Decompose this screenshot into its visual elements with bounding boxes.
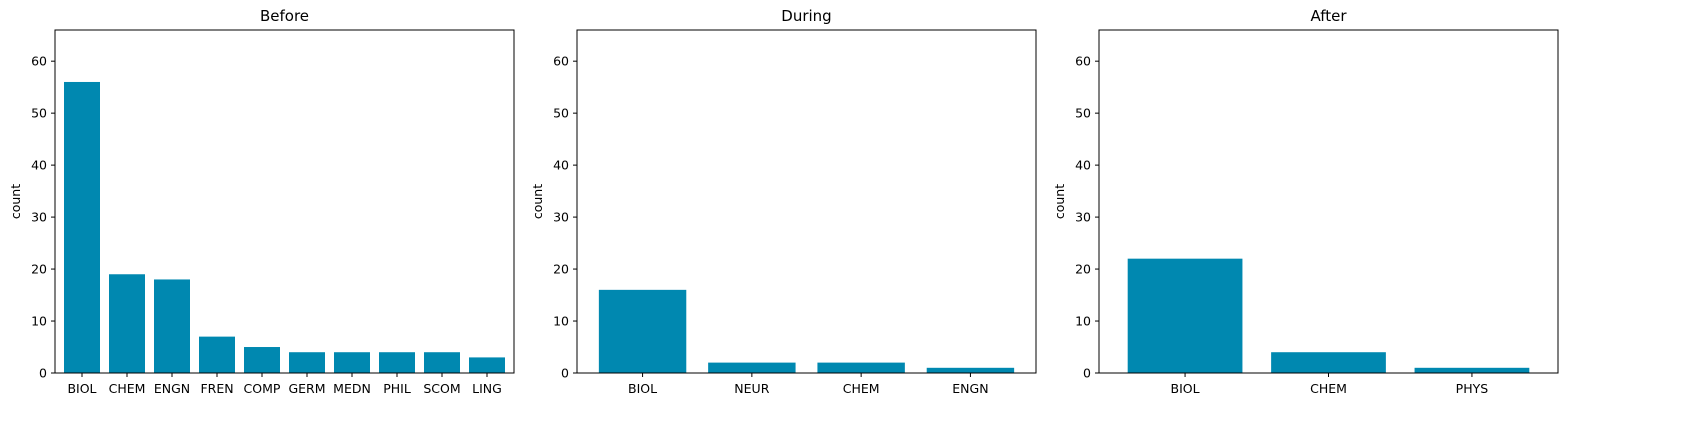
plot-frame [576,29,1037,374]
y-tick-label: 50 [31,106,47,121]
y-tick-label: 40 [1075,158,1091,173]
y-axis-label: count [8,184,23,219]
bar-chem [817,362,905,373]
x-tick-label: MEDN [333,381,371,396]
chart-title: During [781,7,831,25]
x-tick-label: FREN [200,381,233,396]
x-tick-label: BIOL [1171,381,1200,396]
y-tick-label: 0 [561,366,569,381]
y-tick-label: 40 [553,158,569,173]
chart-title: After [1310,7,1347,25]
y-tick-label: 10 [31,314,47,329]
y-tick-label: 0 [1083,366,1091,381]
y-tick-label: 30 [31,210,47,225]
x-tick-label: BIOL [628,381,657,396]
bar-biol [598,289,687,373]
x-tick-label: LING [472,381,502,396]
x-tick-label: PHYS [1456,381,1489,396]
bar-engn [154,279,190,373]
bar-engn [926,367,1015,373]
bar-biol [1127,258,1243,373]
y-tick-label: 10 [1075,314,1091,329]
bar-ling [469,357,505,373]
y-axis-label: count [530,184,545,219]
bar-germ [289,352,325,373]
y-tick-label: 20 [553,262,569,277]
plot-frame [54,29,515,374]
y-tick-label: 40 [31,158,47,173]
y-tick-label: 10 [553,314,569,329]
subplot-after: After count BIOL CHEM PHYS 0 10 20 30 40 50 60 [1052,7,1559,396]
y-tick-label: 50 [553,106,569,121]
y-tick-label: 0 [39,366,47,381]
bar-biol [64,81,100,373]
bar-phys [1414,367,1530,373]
bar-chem [109,274,145,373]
y-tick-label: 20 [31,262,47,277]
bar-phil [379,352,415,373]
x-tick-label: COMP [244,381,281,396]
subplot-during: During count BIOL NEUR CHEM ENGN 0 10 20 30 40 50 60 [530,7,1037,396]
subplot-before: Before count BIOL CHEM ENGN FREN COMP GERM MEDN P… [8,7,515,396]
bar-chem [1271,352,1386,373]
y-tick-label: 60 [1075,54,1091,69]
x-tick-label: NEUR [734,381,769,396]
x-tick-label: CHEM [109,381,146,396]
x-tick-label: BIOL [67,381,96,396]
x-tick-label: CHEM [843,381,880,396]
bar-fren [199,336,235,373]
plot-frame [1098,29,1559,374]
x-tick-label: ENGN [154,381,190,396]
x-tick-label: CHEM [1310,381,1347,396]
chart-title: Before [260,7,309,25]
bar-medn [334,352,370,373]
y-tick-label: 30 [553,210,569,225]
bar-neur [708,362,796,373]
y-axis-label: count [1052,184,1067,219]
y-tick-label: 60 [553,54,569,69]
y-tick-label: 30 [1075,210,1091,225]
y-tick-label: 20 [1075,262,1091,277]
x-tick-label: GERM [288,381,325,396]
y-tick-label: 60 [31,54,47,69]
x-tick-label: PHIL [383,381,411,396]
bar-comp [244,347,280,373]
bar-scom [424,352,460,373]
x-tick-label: ENGN [952,381,988,396]
x-tick-label: SCOM [423,381,460,396]
y-tick-label: 50 [1075,106,1091,121]
